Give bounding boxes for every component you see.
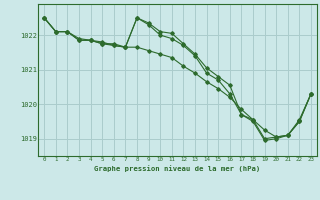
X-axis label: Graphe pression niveau de la mer (hPa): Graphe pression niveau de la mer (hPa)	[94, 165, 261, 172]
